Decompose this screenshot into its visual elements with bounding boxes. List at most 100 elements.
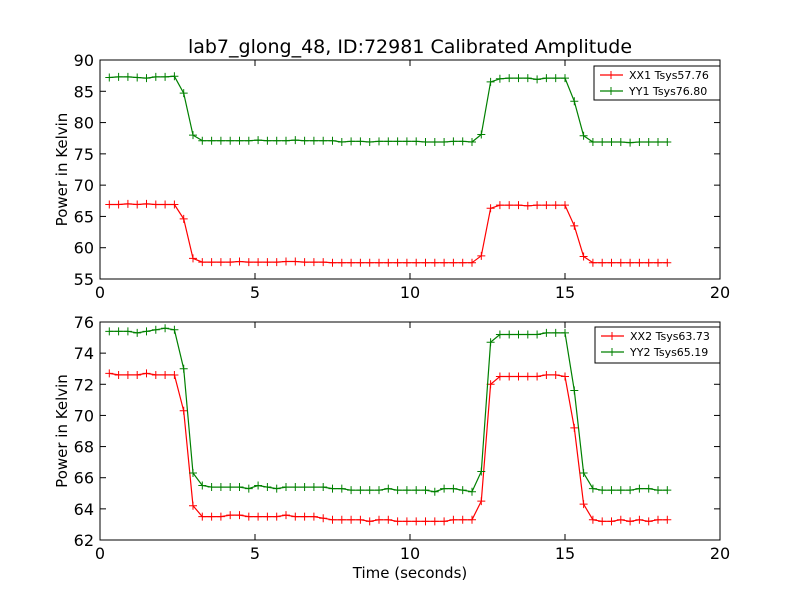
data-point (626, 486, 635, 495)
data-point (216, 483, 225, 492)
data-point (533, 201, 542, 210)
data-point (244, 136, 253, 145)
data-point (663, 137, 672, 146)
data-point (644, 137, 653, 146)
data-point (616, 515, 625, 524)
data-point (626, 138, 635, 147)
legend-marker (607, 71, 615, 79)
data-point (347, 258, 356, 267)
data-point (607, 517, 616, 526)
data-point (598, 137, 607, 146)
data-point (514, 201, 523, 210)
data-point (291, 483, 300, 492)
y-tick-label: 70 (74, 406, 94, 425)
data-point (235, 511, 244, 520)
data-point (365, 517, 374, 526)
data-point (412, 517, 421, 526)
top-subplot: 0 5 10 15 20 55 60 65 70 75 80 85 90 Power in Kelvin X… (53, 51, 730, 302)
data-point (654, 137, 662, 146)
data-point (300, 483, 309, 492)
data-point (226, 483, 235, 492)
x-tick-label: 5 (250, 283, 260, 302)
data-point (235, 257, 244, 266)
y-tick-label: 75 (74, 145, 94, 164)
data-point (319, 483, 328, 492)
data-point (254, 136, 263, 145)
data-point (347, 137, 356, 146)
legend: XX2 Tsys63.73 YY2 Tsys65.19 (594, 326, 721, 364)
data-point (337, 484, 346, 493)
data-point (654, 515, 662, 524)
data-point (189, 469, 197, 478)
data-point (523, 74, 532, 83)
legend: XX1 Tsys57.76 YY1 Tsys76.80 (593, 65, 721, 101)
data-point (198, 512, 207, 521)
data-point (635, 137, 644, 146)
data-point (402, 258, 411, 267)
data-point (551, 201, 560, 210)
data-point (263, 483, 272, 492)
data-point (393, 258, 402, 267)
data-point (635, 515, 644, 524)
data-point (440, 517, 449, 526)
data-point (291, 257, 300, 266)
data-point (254, 258, 263, 267)
data-point (588, 484, 597, 493)
legend-box (593, 65, 721, 101)
legend-marker (608, 332, 616, 340)
data-point (133, 328, 142, 337)
data-point (198, 258, 207, 267)
data-point (216, 136, 225, 145)
data-point (561, 74, 569, 83)
data-point (309, 136, 318, 145)
data-point (142, 199, 151, 208)
y-tick-label: 80 (74, 114, 94, 133)
data-point (142, 74, 151, 83)
data-point (105, 327, 114, 336)
data-point (272, 484, 281, 493)
data-point (216, 258, 225, 267)
data-point (412, 137, 421, 146)
x-tick-label: 20 (710, 283, 730, 302)
data-point (505, 372, 514, 381)
data-point (505, 330, 514, 339)
data-point (272, 258, 281, 267)
data-point (226, 136, 235, 145)
data-point (449, 258, 458, 267)
data-point (449, 484, 458, 493)
data-point (133, 73, 142, 82)
data-point (468, 258, 476, 267)
data-point (151, 72, 160, 81)
data-point (328, 515, 337, 524)
data-point (189, 501, 197, 510)
data-point (179, 364, 188, 373)
data-point (319, 514, 328, 523)
data-point (309, 512, 318, 521)
data-point (263, 258, 272, 267)
data-point (421, 258, 430, 267)
data-point (663, 258, 672, 267)
data-point (207, 512, 216, 521)
data-point (468, 515, 476, 524)
data-point (123, 72, 132, 81)
data-point (663, 486, 672, 495)
data-point (356, 486, 365, 495)
data-point (300, 258, 309, 267)
y-tick-label: 60 (74, 239, 94, 258)
data-point (626, 258, 635, 267)
data-point (570, 386, 579, 395)
data-point (495, 330, 504, 339)
data-point (151, 370, 160, 379)
y-tick-label: 85 (74, 82, 94, 101)
data-point (402, 486, 411, 495)
data-point (468, 137, 476, 146)
data-point (319, 136, 328, 145)
data-point (551, 74, 560, 83)
data-point (347, 515, 356, 524)
data-point (635, 484, 644, 493)
data-point (644, 258, 653, 267)
data-point (616, 137, 625, 146)
data-point (430, 517, 439, 526)
data-point (570, 423, 579, 432)
